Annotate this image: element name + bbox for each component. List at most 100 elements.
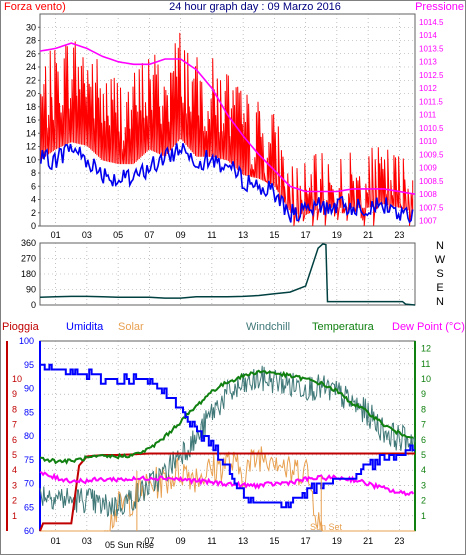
- header-left-label: Forza vento): [4, 1, 66, 13]
- y-tick-label-right: 1: [421, 511, 426, 521]
- y-tick-label-right: 11: [421, 359, 430, 369]
- x-tick-label: 13: [238, 230, 248, 240]
- y-tick-label-right: 1008.5: [419, 177, 444, 186]
- y-tick-label-left: 8: [31, 168, 36, 178]
- y-tick-label-right: 1014: [419, 31, 437, 40]
- y-tick-label-right: 1009: [419, 164, 437, 173]
- x-tick-label: 19: [332, 230, 342, 240]
- y-tick-label-left: 0: [31, 221, 36, 231]
- x-tick-label: 11: [207, 536, 216, 546]
- y-tick-label-right: 2: [421, 496, 426, 506]
- x-tick-label: 07: [144, 536, 154, 546]
- y-tick-label-right: 7: [421, 420, 426, 430]
- x-tick-label: 13: [238, 536, 248, 546]
- x-tick-label: 15: [269, 230, 279, 240]
- direction-label: N: [436, 296, 444, 308]
- y-tick-label-right: 1010: [419, 137, 437, 146]
- sunset-annotation: Sun Set: [310, 522, 343, 532]
- y-tick-label-left: 90: [24, 384, 34, 394]
- y-tick-label: 360: [21, 238, 36, 248]
- y-tick-label-right: 1012: [419, 84, 437, 93]
- direction-label: S: [436, 268, 443, 280]
- y-tick-label: 90: [26, 285, 36, 295]
- wind-direction-line: [39, 243, 416, 306]
- y-tick-label-right: 12: [421, 344, 431, 354]
- x-tick-label: 15: [269, 536, 279, 546]
- temp-humidity-panel: 6065707580859095100123456789101112123456…: [6, 336, 431, 546]
- legend-humidity: Umidita: [66, 321, 104, 333]
- rain-tick-label: 7: [12, 420, 17, 430]
- y-tick-label-left: 85: [24, 407, 34, 417]
- x-tick-label: 19: [332, 536, 342, 546]
- x-tick-label: 21: [363, 230, 373, 240]
- y-tick-label-left: 70: [24, 479, 34, 489]
- y-tick-label-left: 16: [26, 115, 36, 125]
- y-tick-label-left: 4: [31, 195, 36, 205]
- y-tick-label-right: 8: [421, 404, 426, 414]
- rain-tick-label: 10: [12, 374, 22, 384]
- y-tick-label-right: 1012.5: [419, 71, 444, 80]
- y-tick-label-right: 1013.5: [419, 44, 444, 53]
- y-tick-label-left: 24: [26, 62, 36, 72]
- x-tick-label: 11: [207, 230, 216, 240]
- x-tick-label: 09: [176, 230, 186, 240]
- y-tick-label-left: 60: [24, 526, 34, 536]
- y-tick-label-left: 12: [26, 142, 36, 152]
- y-tick-label-left: 6: [31, 181, 36, 191]
- x-tick-label: 03: [82, 230, 92, 240]
- x-tick-label: 23: [394, 536, 404, 546]
- y-tick-label-right: 1010.5: [419, 124, 444, 133]
- legend-windchill: Windchill: [246, 321, 290, 333]
- windchill-line: [39, 365, 416, 518]
- y-tick-label-right: 1011.5: [419, 97, 443, 106]
- y-tick-label-right: 1007.5: [419, 203, 444, 212]
- wind-average-line: [40, 143, 414, 224]
- humidity-line: [40, 363, 415, 509]
- legend-rain: Pioggia: [2, 321, 40, 333]
- x-tick-label: 21: [363, 536, 373, 546]
- direction-label: W: [435, 254, 446, 266]
- y-tick-label-left: 26: [26, 49, 36, 59]
- y-tick-label-left: 65: [24, 502, 34, 512]
- x-tick-label: 03: [82, 536, 92, 546]
- x-tick-label: 01: [51, 230, 61, 240]
- legend-temperature: Temperatura: [312, 321, 375, 333]
- wind-pressure-panel: 02468101214161820222426283010071007.5100…: [26, 13, 444, 240]
- wind-gust-line: [40, 32, 414, 227]
- y-tick-label-right: 10: [421, 374, 431, 384]
- rain-tick-label: 6: [12, 435, 17, 445]
- x-tick-label: 23: [394, 230, 404, 240]
- y-tick-label: 0: [31, 300, 36, 310]
- dewpoint-line: [39, 471, 415, 497]
- sunrise-annotation: 05 Sun Rise: [105, 540, 154, 550]
- y-tick-label-left: 30: [26, 22, 36, 32]
- y-tick-label-right: 1007: [419, 217, 437, 226]
- y-tick-label-right: 1011: [419, 111, 437, 120]
- x-tick-label: 09: [176, 536, 186, 546]
- y-tick-label-right: 1008: [419, 190, 437, 199]
- y-tick-label-right: 4: [421, 465, 426, 475]
- rain-tick-label: 9: [12, 389, 17, 399]
- legend-dewpoint: Dew Point (°C): [392, 321, 465, 333]
- y-tick-label-right: 1013: [419, 58, 437, 67]
- pressure-line: [39, 42, 416, 195]
- rain-tick-label: 5: [12, 450, 17, 460]
- rain-tick-label: 3: [12, 480, 17, 490]
- y-tick-label-right: 1009.5: [419, 150, 444, 159]
- solar-line: [40, 446, 415, 532]
- direction-label: E: [436, 282, 443, 294]
- x-tick-label: 01: [51, 536, 61, 546]
- y-tick-label-left: 100: [19, 336, 34, 346]
- direction-label: N: [436, 240, 444, 252]
- y-tick-label-right: 5: [421, 450, 426, 460]
- rain-tick-label: 2: [12, 496, 17, 506]
- y-tick-label: 180: [21, 269, 36, 279]
- temperature-line: [39, 369, 414, 465]
- y-tick-label-left: 95: [24, 360, 34, 370]
- x-tick-label: 05: [113, 230, 123, 240]
- rain-tick-label: 1: [12, 511, 17, 521]
- x-tick-label: 17: [301, 230, 311, 240]
- y-tick-label-left: 10: [26, 155, 36, 165]
